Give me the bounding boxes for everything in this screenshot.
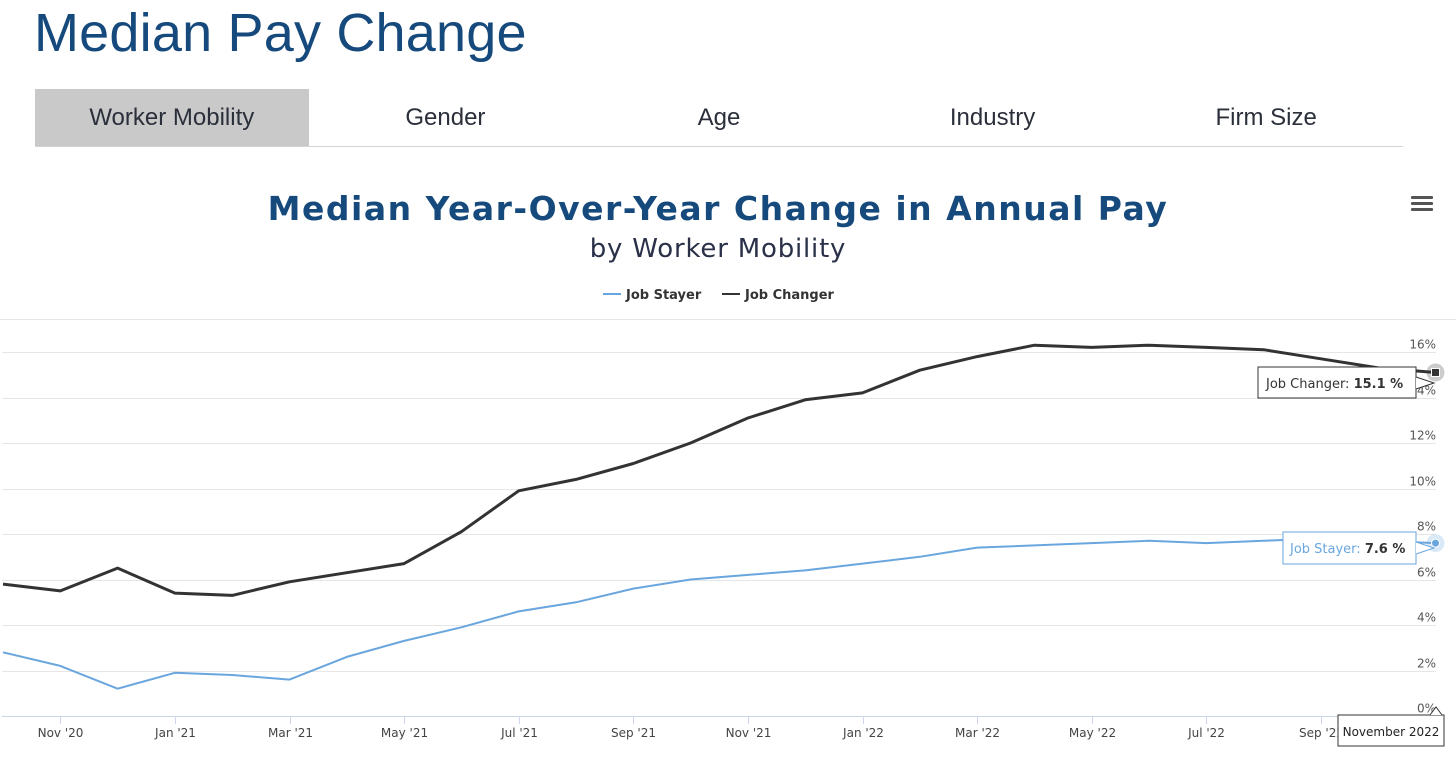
y-tick-label: 0%	[1417, 702, 1436, 716]
x-tick-label: Sep '22	[1299, 726, 1344, 740]
x-tick-label: Mar '22	[955, 726, 1000, 740]
y-tick-label: 2%	[1417, 657, 1436, 671]
gridlines	[2, 352, 1436, 717]
line-chart: Median Year-Over-Year Change in Annual P…	[0, 189, 1456, 747]
legend-label-job-changer: Job Changer	[744, 288, 835, 303]
x-axis: Nov '20 Jan '21 Mar '21 May '21 Jul '21 Sep '…	[38, 716, 1344, 740]
x-tick-label: Sep '21	[611, 726, 656, 740]
tab-age[interactable]: Age	[697, 103, 741, 131]
x-tick-label: Jan '22	[842, 726, 884, 740]
tab-firm-size[interactable]: Firm Size	[1215, 103, 1317, 131]
y-tick-label: 12%	[1409, 429, 1436, 443]
x-tick-label: Jul '21	[500, 726, 538, 740]
tooltip: Job Changer: 15.1 % Job Stayer: 7.6 % No…	[1257, 366, 1445, 747]
y-tick-label: 10%	[1409, 475, 1436, 489]
tooltip-job-stayer-value: 7.6 %	[1365, 542, 1406, 557]
x-tick-label: Nov '21	[726, 726, 772, 740]
series-line-job-stayer[interactable]	[2, 537, 1436, 690]
tooltip-job-changer-label: Job Changer:	[1265, 377, 1354, 392]
series-layer	[2, 343, 1445, 690]
tooltip-job-changer: Job Changer: 15.1 %	[1257, 366, 1436, 399]
y-axis: 0%2%4%6%8%10%12%14%16%	[1409, 338, 1436, 716]
tab-worker-mobility[interactable]: Worker Mobility	[35, 89, 309, 146]
tooltip-job-stayer: Job Stayer: 7.6 %	[1282, 531, 1436, 565]
legend-label-job-stayer: Job Stayer	[625, 288, 702, 303]
x-tick-label: Mar '21	[268, 726, 313, 740]
y-tick-label: 6%	[1417, 566, 1436, 580]
x-tick-label: Jan '21	[154, 726, 196, 740]
data-point-job-changer[interactable]	[1431, 367, 1440, 377]
tab-gender[interactable]: Gender	[405, 103, 486, 131]
tooltip-job-stayer-label: Job Stayer:	[1289, 542, 1365, 557]
x-tick-label: May '21	[381, 726, 428, 740]
tab-bar: Worker Mobility Gender Age Industry Firm…	[35, 89, 1403, 147]
tooltip-date-label: November 2022	[1337, 706, 1445, 747]
x-tick-label: Jul '22	[1187, 726, 1225, 740]
svg-text:Job Changer: 15.1 %: Job Changer: 15.1 %	[1265, 377, 1403, 392]
chart-subtitle: by Worker Mobility	[590, 234, 847, 264]
legend-item-job-stayer[interactable]: Job Stayer	[603, 288, 702, 303]
legend: Job Stayer Job Changer	[603, 288, 835, 303]
y-tick-label: 4%	[1417, 611, 1436, 625]
data-point-job-stayer[interactable]	[1431, 538, 1440, 548]
x-tick-label: May '22	[1069, 726, 1116, 740]
hamburger-menu-icon[interactable]	[1411, 196, 1433, 214]
y-tick-label: 16%	[1409, 338, 1436, 352]
y-tick-label: 8%	[1417, 520, 1436, 534]
page-title: Median Pay Change	[34, 3, 527, 63]
legend-item-job-changer[interactable]: Job Changer	[722, 288, 835, 303]
x-tick-label: Nov '20	[38, 726, 84, 740]
tooltip-date: November 2022	[1343, 725, 1440, 739]
tab-industry[interactable]: Industry	[949, 103, 1036, 131]
tooltip-job-changer-value: 15.1 %	[1354, 377, 1404, 392]
svg-text:Job Stayer: 7.6 %: Job Stayer: 7.6 %	[1289, 542, 1405, 557]
series-line-job-changer[interactable]	[2, 343, 1436, 597]
chart-title: Median Year-Over-Year Change in Annual P…	[268, 189, 1169, 228]
